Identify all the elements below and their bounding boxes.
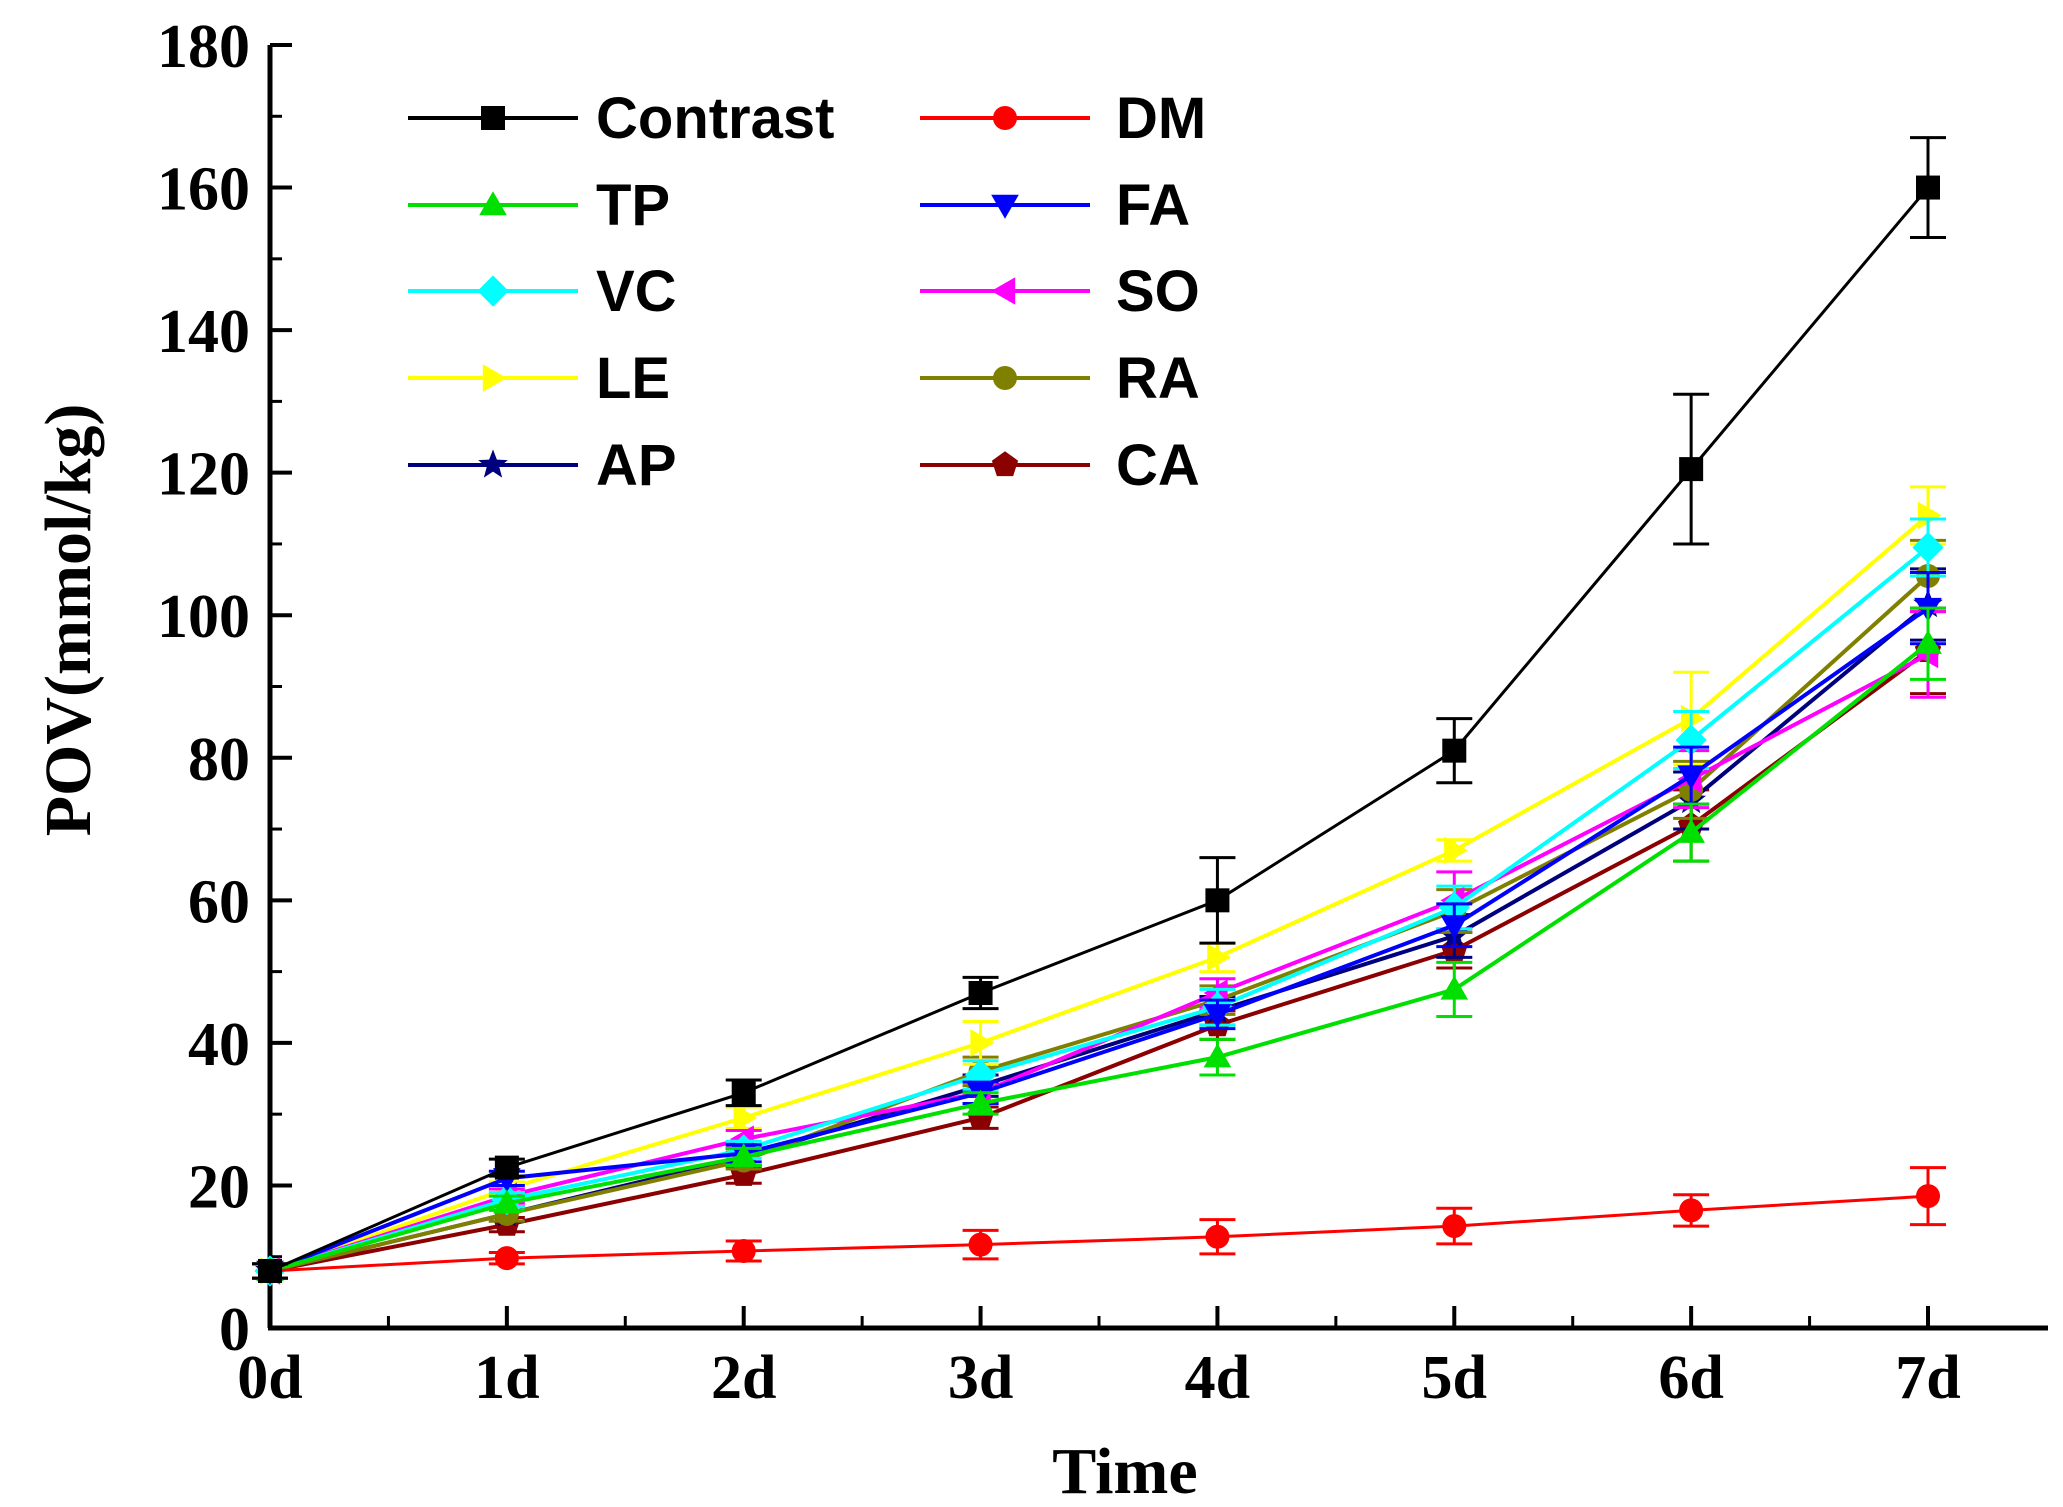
y-tick-label: 80 [188, 726, 250, 794]
legend-marker [993, 366, 1017, 390]
legend-marker [991, 277, 1016, 305]
data-point [493, 1189, 521, 1214]
data-point [258, 1258, 282, 1283]
legend-item-ca: CA [920, 433, 1200, 498]
axes: 0 20 40 60 80 100 120 140 160 180 0d 1d 2d 3d 4d 5d 6d 7d [157, 13, 2048, 1412]
legend-marker [993, 106, 1017, 130]
legend-item-so: SO [920, 259, 1200, 324]
y-axis-title: POV(mmol/kg) [32, 404, 105, 837]
y-tick-label: 0 [219, 1296, 250, 1364]
legend-label: RA [1116, 346, 1200, 411]
series-group [252, 136, 1946, 1287]
legend-marker [482, 364, 507, 392]
data-point [1203, 1043, 1232, 1068]
y-tick-label: 140 [157, 298, 250, 366]
legend-marker [477, 275, 509, 307]
data-point [1917, 501, 1942, 530]
data-point [1916, 175, 1940, 200]
x-tick-label: 5d [1422, 1344, 1487, 1412]
data-point [1675, 724, 1707, 756]
legend-label: AP [596, 433, 677, 498]
series-line [269, 1194, 1929, 1273]
legend: Contrast DM TP FA VC SO LE RA AP CA [408, 86, 1206, 498]
data-point [968, 980, 993, 1005]
series-line [269, 574, 1930, 1273]
legend-label: Contrast [596, 86, 834, 151]
series-line [269, 545, 1930, 1273]
data-point [968, 1232, 993, 1257]
x-tick-label: 7d [1895, 1344, 1960, 1412]
series-dm [252, 1166, 1946, 1283]
legend-item-le: LE [408, 346, 670, 411]
data-point [733, 1103, 758, 1132]
data-point [1440, 975, 1469, 1000]
data-point [731, 1080, 756, 1105]
data-point [1677, 818, 1705, 843]
y-tick-label: 20 [188, 1153, 250, 1221]
series-line [269, 513, 1930, 1273]
data-point [1442, 738, 1467, 763]
x-tick-label: 6d [1658, 1344, 1723, 1412]
x-tick-label: 3d [948, 1344, 1013, 1412]
legend-item-fa: FA [920, 173, 1190, 238]
legend-item-contrast: Contrast [408, 86, 834, 151]
legend-label: VC [596, 259, 677, 324]
x-tick-label: 0d [237, 1344, 302, 1412]
legend-marker [991, 451, 1019, 477]
x-tick-label: 4d [1185, 1344, 1250, 1412]
data-point [1916, 1184, 1940, 1209]
data-point [1677, 765, 1705, 790]
series-line [269, 606, 1930, 1273]
x-tick-label: 1d [474, 1344, 539, 1412]
data-point [494, 1155, 519, 1180]
legend-marker [481, 106, 505, 130]
legend-item-ap: AP [408, 433, 677, 498]
y-tick-label: 120 [157, 441, 250, 509]
data-point [1679, 457, 1704, 482]
data-point [731, 1239, 756, 1264]
legend-label: FA [1116, 173, 1190, 238]
y-tick-label: 40 [188, 1011, 250, 1079]
data-point [729, 1143, 758, 1168]
data-point [1203, 1004, 1232, 1029]
series-contrast [252, 136, 1946, 1283]
x-axis-title: Time [1052, 1435, 1197, 1507]
series-line [269, 649, 1930, 1273]
data-point [970, 1029, 995, 1057]
legend-item-vc: VC [408, 259, 677, 324]
y-tick-label: 180 [157, 13, 250, 81]
legend-marker [479, 191, 507, 216]
legend-label: LE [596, 346, 670, 411]
legend-item-dm: DM [920, 86, 1206, 151]
legend-marker [991, 194, 1019, 219]
data-point [1444, 836, 1469, 865]
data-point [1207, 943, 1232, 972]
data-point [1914, 629, 1942, 654]
data-point [494, 1246, 519, 1271]
data-point [1440, 915, 1469, 940]
series-line [269, 642, 1930, 1273]
legend-label: SO [1116, 259, 1200, 324]
legend-marker [478, 449, 508, 478]
legend-label: CA [1116, 433, 1200, 498]
data-point [1205, 1224, 1230, 1249]
y-tick-label: 60 [188, 868, 250, 936]
y-tick-label: 160 [157, 156, 250, 224]
y-tick-label: 100 [157, 583, 250, 651]
data-point [1205, 888, 1230, 913]
data-point [1442, 1214, 1467, 1239]
legend-item-tp: TP [408, 173, 670, 238]
data-point [964, 1059, 997, 1091]
legend-label: TP [596, 173, 670, 238]
data-point [1679, 1198, 1704, 1223]
data-point [1912, 531, 1944, 564]
legend-label: DM [1116, 86, 1206, 151]
series-tp [252, 606, 1946, 1282]
data-point [966, 1089, 995, 1114]
legend-item-ra: RA [920, 346, 1200, 411]
x-tick-label: 2d [711, 1344, 776, 1412]
series-line [269, 186, 1930, 1273]
